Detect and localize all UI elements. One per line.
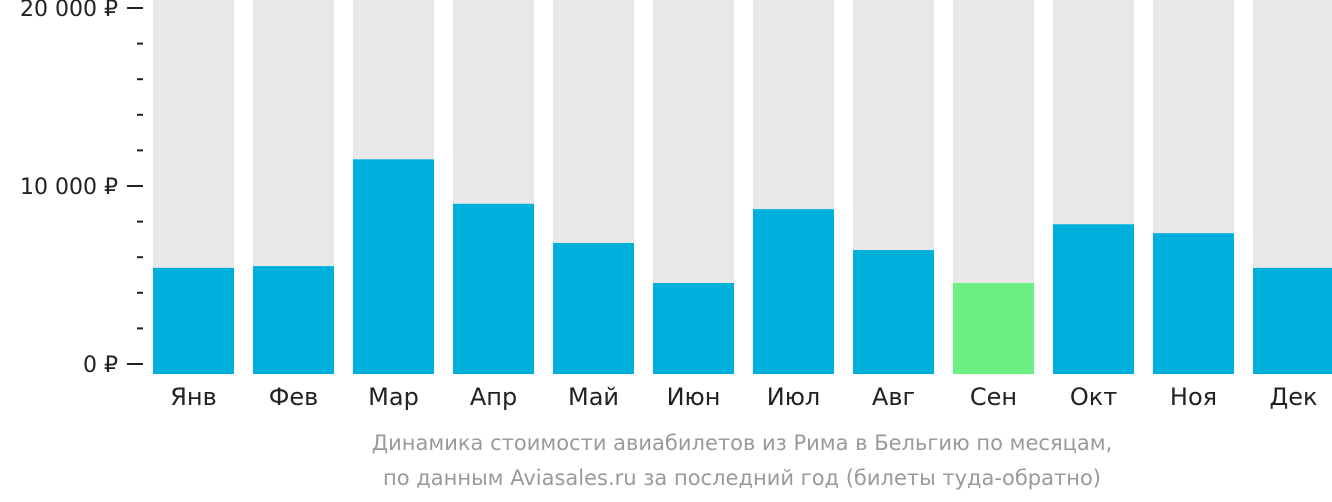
bar	[1053, 224, 1134, 374]
x-tick-label: Июл	[767, 383, 821, 411]
x-tick-label: Май	[568, 383, 619, 411]
bar	[253, 266, 334, 374]
chart-caption-line-1: Динамика стоимости авиабилетов из Рима в…	[371, 431, 1113, 455]
y-tick-label: 0 ₽	[83, 353, 118, 378]
bar	[353, 159, 434, 374]
bar	[1153, 233, 1234, 374]
y-tick-label: 10 000 ₽	[20, 175, 118, 200]
y-tick-label: 20 000 ₽	[20, 0, 118, 22]
bar	[753, 209, 834, 374]
bar	[953, 283, 1034, 374]
bar	[653, 283, 734, 374]
x-tick-label: Ноя	[1170, 383, 1217, 411]
bar	[853, 250, 934, 374]
x-tick-label: Авг	[872, 383, 915, 411]
x-tick-label: Апр	[470, 383, 517, 411]
bar	[1253, 267, 1332, 374]
x-tick-label: Окт	[1070, 383, 1117, 411]
x-tick-label: Дек	[1269, 383, 1317, 411]
chart-caption-line-2: по данным Aviasales.ru за последний год …	[383, 466, 1101, 490]
bar-chart: 0 ₽ 10 000 ₽ 20 000 ₽ Янв Фев Мар Апр Май Июн Июл…	[20, 0, 1332, 411]
bar	[453, 203, 534, 374]
bar	[153, 267, 234, 374]
x-tick-label: Янв	[170, 383, 217, 411]
x-tick-label: Сен	[970, 383, 1017, 411]
x-tick-label: Мар	[368, 383, 419, 411]
x-tick-label: Фев	[269, 383, 319, 411]
x-tick-label: Июн	[667, 383, 721, 411]
bar	[553, 242, 634, 374]
